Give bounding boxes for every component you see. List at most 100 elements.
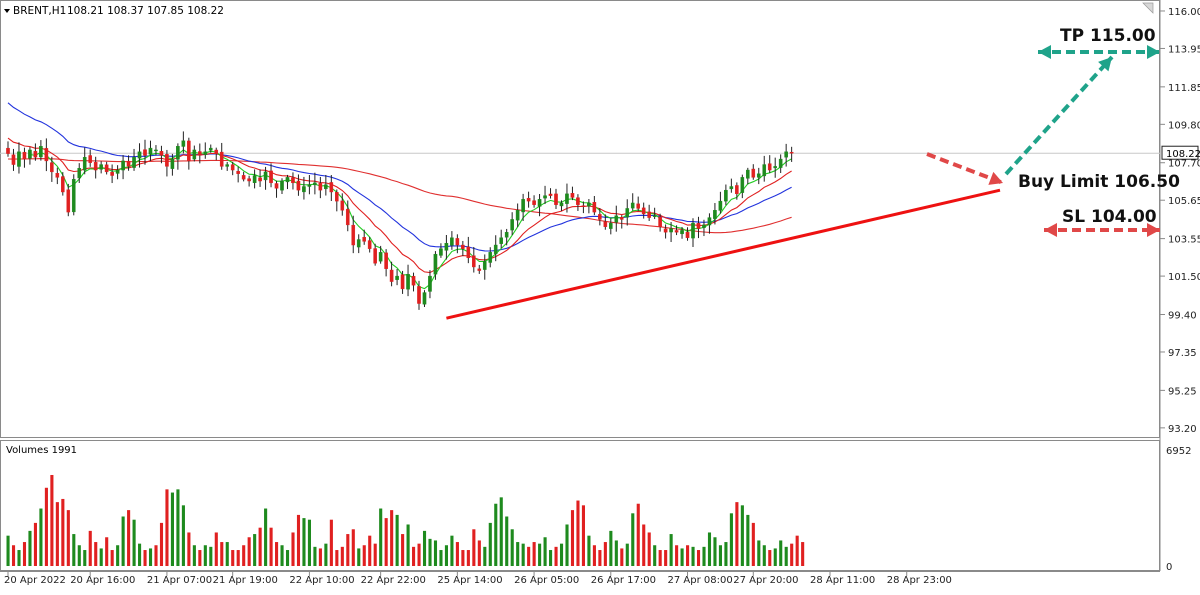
- candle-body-bull: [422, 292, 427, 305]
- volume-bar-down: [143, 550, 147, 566]
- volume-bar-down: [592, 545, 596, 566]
- candle-body-bull: [324, 184, 328, 190]
- volume-bar-down: [790, 543, 794, 566]
- candle-body-bull: [302, 186, 306, 193]
- candle-body-bear: [619, 217, 624, 220]
- candle-body-bear: [477, 268, 482, 271]
- candle-body-bear: [258, 177, 262, 182]
- ma-mid-line: [7, 137, 792, 274]
- volume-bar-up: [313, 546, 317, 566]
- candle-body-bull: [724, 189, 728, 202]
- candle-body-bull: [439, 248, 443, 256]
- candle-body-bull: [565, 193, 569, 204]
- volume-bar-down: [66, 510, 70, 566]
- take-profit-arrow-head: [1147, 45, 1160, 59]
- candle-body-bull: [543, 195, 547, 199]
- candle-body-bull: [154, 149, 158, 152]
- candle-body-bull: [450, 237, 454, 246]
- candle-body-bear: [598, 214, 602, 220]
- candle-body-bear: [696, 223, 701, 229]
- volume-bars: [6, 474, 805, 566]
- trade-arrows: [926, 45, 1160, 237]
- volume-bar-down: [527, 546, 531, 566]
- symbol-dropdown-icon[interactable]: [4, 9, 10, 13]
- volume-bar-down: [576, 500, 580, 566]
- volume-bar-down: [455, 542, 459, 566]
- candle-body-bull: [587, 202, 591, 207]
- volume-bar-up: [538, 543, 542, 566]
- candle-body-bull: [713, 210, 717, 219]
- volume-bar-up: [543, 537, 547, 566]
- volume-bar-down: [461, 550, 465, 566]
- volume-bar-down: [198, 550, 202, 566]
- current-price-tag: [1161, 145, 1199, 160]
- candle-body-bear: [548, 193, 553, 196]
- candle-body-bull: [378, 252, 383, 262]
- volume-bar-up: [713, 537, 717, 566]
- candle-body-bear: [340, 200, 345, 211]
- candle-body-bull: [252, 175, 257, 184]
- volume-bar-down: [335, 550, 339, 566]
- volume-bar-down: [247, 537, 251, 566]
- stop-loss-label: SL 104.00: [1062, 207, 1157, 227]
- candle-body-bear: [461, 244, 465, 249]
- volume-bar-down: [417, 543, 421, 566]
- volume-bar-up: [428, 538, 432, 566]
- candle-body-bear: [214, 149, 219, 154]
- chart-corner-icon[interactable]: [1142, 2, 1154, 14]
- volume-bar-down: [88, 530, 92, 566]
- volume-max-label: 6952: [1166, 446, 1191, 457]
- candle-body-bear: [197, 151, 202, 156]
- volume-bar-up: [450, 535, 454, 566]
- candle-body-bear: [110, 172, 114, 176]
- candle-body-bear: [592, 202, 597, 213]
- volume-bar-down: [127, 510, 131, 566]
- candle-body-bull: [115, 169, 120, 174]
- candle-body-bear: [647, 211, 651, 218]
- take-profit-label: TP 115.00: [1060, 26, 1156, 46]
- volume-bar-down: [61, 498, 65, 566]
- candle-body-bull: [691, 222, 695, 239]
- volume-bar-down: [675, 545, 679, 566]
- candle-body-bull: [510, 219, 514, 231]
- candle-body-bull: [148, 147, 153, 155]
- volume-bar-up: [691, 546, 695, 566]
- candle-body-bull: [225, 164, 230, 167]
- volume-bar-down: [642, 524, 646, 566]
- volume-bar-up: [549, 550, 553, 566]
- price-tick-label: 99.40: [1168, 310, 1197, 321]
- candle-body-bear: [247, 178, 251, 182]
- candle-body-bull: [280, 180, 284, 191]
- candle-body-bull: [778, 158, 783, 168]
- candle-body-bull: [756, 173, 761, 178]
- volume-bar-down: [362, 545, 366, 566]
- candle-body-bull: [784, 151, 788, 158]
- candlestick-series: [6, 131, 794, 310]
- time-tick-label: 27 Apr 20:00: [733, 575, 798, 586]
- candle-body-bull: [77, 168, 82, 179]
- candle-body-bear: [11, 154, 16, 165]
- candle-body-bear: [789, 151, 794, 154]
- price-tick-label: 95.25: [1168, 386, 1197, 397]
- volume-bar-down: [275, 542, 279, 566]
- candle-body-bull: [746, 169, 750, 179]
- volume-bar-down: [477, 540, 481, 566]
- time-tick-label: 21 Apr 19:00: [213, 575, 278, 586]
- volume-bar-up: [521, 543, 525, 566]
- volume-bar-down: [664, 550, 668, 566]
- volume-bar-up: [132, 519, 136, 566]
- candle-body-bull: [313, 182, 317, 186]
- volume-bar-up: [406, 524, 410, 566]
- volume-bar-up: [357, 548, 361, 566]
- candle-body-bull: [773, 166, 777, 169]
- time-tick-label: 26 Apr 17:00: [591, 575, 656, 586]
- candle-body-bull: [762, 164, 767, 177]
- candle-body-bear: [93, 162, 98, 171]
- candle-body-bull: [170, 158, 175, 169]
- candle-body-bear: [367, 240, 372, 249]
- volume-bar-up: [565, 524, 569, 566]
- candle-body-bear: [291, 177, 295, 184]
- candle-body-bear: [329, 182, 334, 193]
